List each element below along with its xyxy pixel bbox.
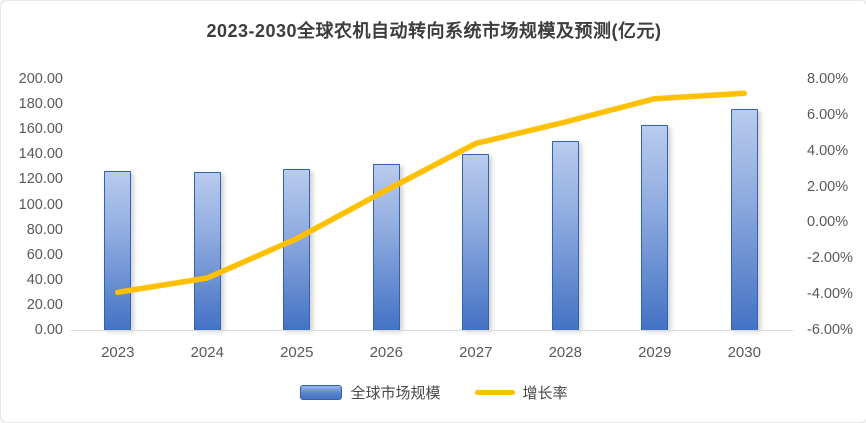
left-axis-tick-label: 200.00 (18, 71, 63, 87)
bar-slot-2024 (163, 79, 253, 330)
x-axis-label-2027: 2027 (459, 344, 493, 361)
left-axis-tick-label: 180.00 (18, 96, 63, 113)
right-axis-tick-label: 6.00% (807, 106, 849, 123)
bar-slot-2029 (610, 79, 700, 330)
bar-slot-2030 (700, 79, 790, 330)
legend-item-market-size: 全球市场规模 (300, 382, 441, 403)
left-axis-tick-label: 100.00 (18, 196, 63, 213)
x-axis-label-2026: 2026 (369, 344, 403, 361)
bar-2030 (730, 109, 758, 330)
left-axis-tick-label: 60.00 (26, 246, 63, 263)
bar-2028 (551, 140, 579, 330)
line-series-swatch-icon (474, 389, 515, 395)
legend: 全球市场规模 增长率 (1, 379, 866, 405)
bar-2024 (193, 171, 221, 330)
right-axis-tick-label: 8.00% (807, 71, 849, 87)
left-axis-tick-label: 40.00 (26, 271, 63, 288)
right-axis-tick-label: 4.00% (807, 142, 849, 159)
growth-rate-polyline (115, 90, 748, 296)
bar-slot-2023 (73, 79, 163, 330)
bar-2029 (641, 124, 669, 330)
x-axis-label-2030: 2030 (727, 344, 761, 361)
left-axis-tick-label: 120.00 (18, 171, 63, 188)
right-axis-tick-label: -6.00% (807, 322, 853, 338)
bar-series-swatch-icon (300, 384, 343, 400)
growth-rate-line (115, 90, 748, 296)
right-axis-tick-label: -2.00% (807, 250, 853, 267)
right-axis-tick-label: -4.00% (807, 286, 853, 303)
chart-title: 2023-2030全球农机自动转向系统市场规模及预测(亿元) (206, 21, 662, 41)
left-axis-tick-label: 20.00 (26, 296, 63, 313)
x-axis-label-2028: 2028 (548, 344, 582, 361)
x-axis-line (71, 330, 793, 331)
bar-slot-2027 (431, 79, 521, 330)
bar-slot-2028 (521, 79, 611, 330)
bar-2025 (283, 169, 311, 330)
legend-item-growth-rate: 增长率 (474, 382, 568, 403)
bar-2023 (104, 170, 132, 330)
x-axis-label-2029: 2029 (638, 344, 672, 361)
legend-label-growth-rate: 增长率 (522, 384, 568, 402)
bar-slot-2025 (252, 79, 342, 330)
left-axis-tick-label: 140.00 (18, 146, 63, 163)
left-axis-tick-label: 80.00 (26, 221, 63, 238)
x-axis-label-2024: 2024 (190, 344, 224, 361)
bar-2027 (462, 153, 490, 330)
x-axis-labels: 2023 2024 2025 2026 2027 2028 2029 2030 (73, 344, 789, 361)
x-axis-label-2023: 2023 (101, 344, 135, 361)
left-axis-tick-label: 160.00 (18, 121, 63, 138)
legend-label-market-size: 全球市场规模 (350, 384, 441, 402)
right-axis-tick-label: 0.00% (807, 214, 849, 231)
right-axis-tick-label: 2.00% (807, 178, 849, 195)
left-axis-tick-label: 0.00 (34, 322, 63, 338)
x-axis-label-2025: 2025 (280, 344, 314, 361)
